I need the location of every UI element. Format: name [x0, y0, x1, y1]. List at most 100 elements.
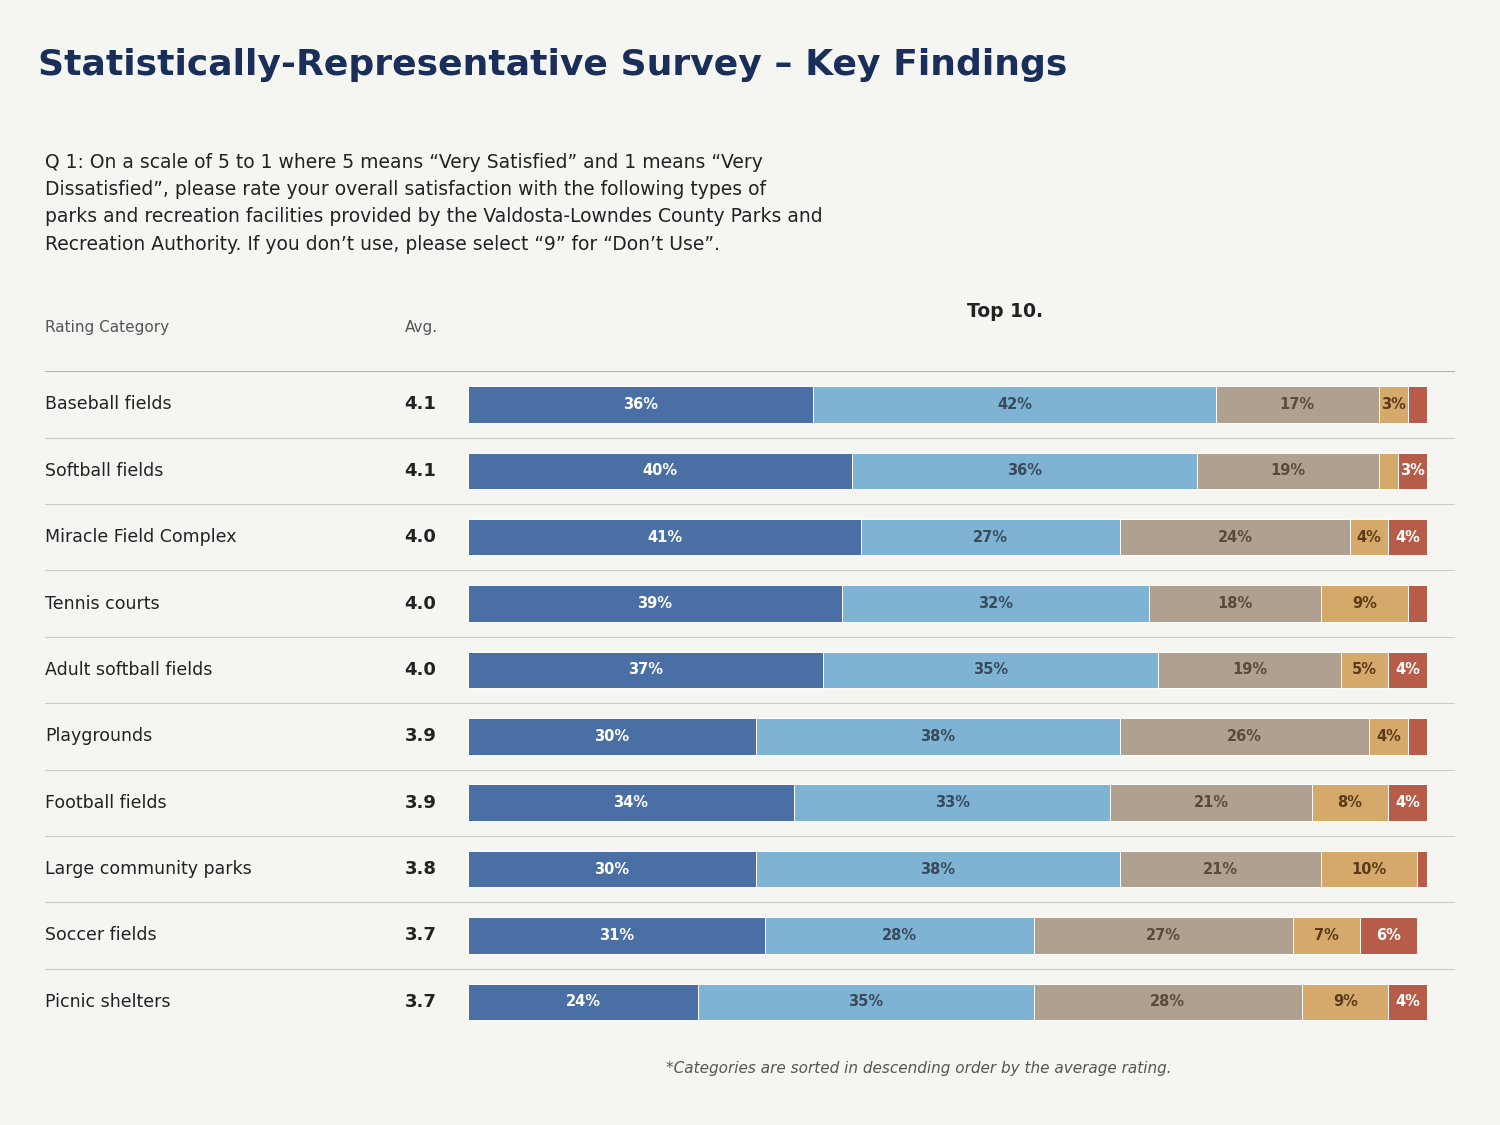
Text: 28%: 28%	[1150, 994, 1185, 1009]
Text: Top 10.: Top 10.	[968, 302, 1042, 321]
Text: 24%: 24%	[1218, 530, 1252, 544]
Text: 31%: 31%	[598, 928, 634, 943]
Text: 3.9: 3.9	[405, 728, 436, 746]
Text: 4.1: 4.1	[405, 462, 436, 480]
Text: 34%: 34%	[614, 795, 648, 810]
Text: 28%: 28%	[882, 928, 916, 943]
Text: 18%: 18%	[1218, 596, 1252, 611]
Text: 4.1: 4.1	[405, 396, 436, 414]
Text: Playgrounds: Playgrounds	[45, 728, 153, 746]
Bar	[1359, 917, 1418, 954]
Bar	[765, 917, 1034, 954]
Text: 4%: 4%	[1395, 663, 1420, 677]
Bar	[1120, 718, 1370, 755]
Text: 3%: 3%	[1400, 464, 1425, 478]
Bar	[468, 917, 765, 954]
Text: 3.9: 3.9	[405, 794, 436, 812]
Text: Tennis courts: Tennis courts	[45, 595, 159, 613]
Bar	[468, 784, 794, 821]
Text: 3.8: 3.8	[405, 860, 436, 878]
Bar	[1378, 452, 1398, 489]
Bar	[1389, 983, 1426, 1020]
Bar	[468, 718, 756, 755]
Text: 26%: 26%	[1227, 729, 1262, 744]
Text: 37%: 37%	[628, 663, 663, 677]
Text: 4.0: 4.0	[405, 662, 436, 680]
Text: 17%: 17%	[1280, 397, 1316, 412]
Text: 36%: 36%	[1007, 464, 1041, 478]
Bar	[1407, 718, 1426, 755]
Text: 38%: 38%	[920, 862, 956, 876]
Text: 3%: 3%	[1382, 397, 1406, 412]
Bar	[1350, 519, 1389, 556]
Bar	[468, 850, 756, 888]
Text: 38%: 38%	[920, 729, 956, 744]
Text: 42%: 42%	[998, 397, 1032, 412]
Bar	[852, 452, 1197, 489]
Bar	[468, 585, 842, 622]
Bar	[468, 651, 824, 688]
Text: 5%: 5%	[1352, 663, 1377, 677]
Text: 9%: 9%	[1352, 596, 1377, 611]
Bar	[468, 983, 698, 1020]
Bar	[1407, 386, 1426, 423]
Text: *Categories are sorted in descending order by the average rating.: *Categories are sorted in descending ord…	[666, 1061, 1172, 1077]
Bar	[1158, 651, 1341, 688]
Text: 36%: 36%	[622, 397, 658, 412]
Text: 27%: 27%	[1146, 928, 1180, 943]
Text: 7%: 7%	[1314, 928, 1338, 943]
Text: 3.7: 3.7	[405, 992, 436, 1010]
Text: 40%: 40%	[642, 464, 678, 478]
Text: Football fields: Football fields	[45, 794, 166, 812]
Bar	[1398, 452, 1426, 489]
Text: 19%: 19%	[1270, 464, 1305, 478]
Text: 4%: 4%	[1395, 994, 1420, 1009]
Text: 39%: 39%	[638, 596, 672, 611]
Text: 4%: 4%	[1376, 729, 1401, 744]
Bar	[1302, 983, 1389, 1020]
Text: 3.7: 3.7	[405, 927, 436, 945]
Bar	[1322, 850, 1418, 888]
Bar	[698, 983, 1034, 1020]
Text: Soccer fields: Soccer fields	[45, 927, 156, 945]
Bar	[1293, 917, 1359, 954]
Bar	[1311, 784, 1389, 821]
Bar	[1378, 386, 1407, 423]
Text: 33%: 33%	[934, 795, 969, 810]
Bar	[1149, 585, 1322, 622]
Bar	[1370, 718, 1407, 755]
Bar	[794, 784, 1110, 821]
Bar	[1034, 983, 1302, 1020]
Text: 4.0: 4.0	[405, 529, 436, 547]
Text: 21%: 21%	[1194, 795, 1228, 810]
Bar	[1389, 519, 1426, 556]
Text: 4.0: 4.0	[405, 595, 436, 613]
Bar	[842, 585, 1149, 622]
Bar	[813, 386, 1216, 423]
Text: Softball fields: Softball fields	[45, 462, 164, 480]
Text: 4%: 4%	[1358, 530, 1382, 544]
Text: Avg.: Avg.	[405, 319, 438, 335]
Bar	[1034, 917, 1293, 954]
Bar	[468, 386, 813, 423]
Text: Large community parks: Large community parks	[45, 860, 252, 878]
Text: 41%: 41%	[646, 530, 682, 544]
Text: 35%: 35%	[849, 994, 883, 1009]
Text: Adult softball fields: Adult softball fields	[45, 662, 213, 680]
Bar	[756, 718, 1120, 755]
Bar	[1110, 784, 1311, 821]
Text: 10%: 10%	[1352, 862, 1388, 876]
Text: 35%: 35%	[974, 663, 1008, 677]
Text: 4%: 4%	[1395, 530, 1420, 544]
Text: 19%: 19%	[1232, 663, 1268, 677]
Bar	[1120, 850, 1322, 888]
Text: Picnic shelters: Picnic shelters	[45, 992, 171, 1010]
Text: Rating Category: Rating Category	[45, 319, 170, 335]
Bar	[1322, 585, 1407, 622]
Text: 24%: 24%	[566, 994, 600, 1009]
Bar	[1197, 452, 1378, 489]
Bar	[468, 519, 861, 556]
Bar	[1389, 651, 1426, 688]
Bar	[1341, 651, 1389, 688]
Text: Baseball fields: Baseball fields	[45, 396, 171, 414]
